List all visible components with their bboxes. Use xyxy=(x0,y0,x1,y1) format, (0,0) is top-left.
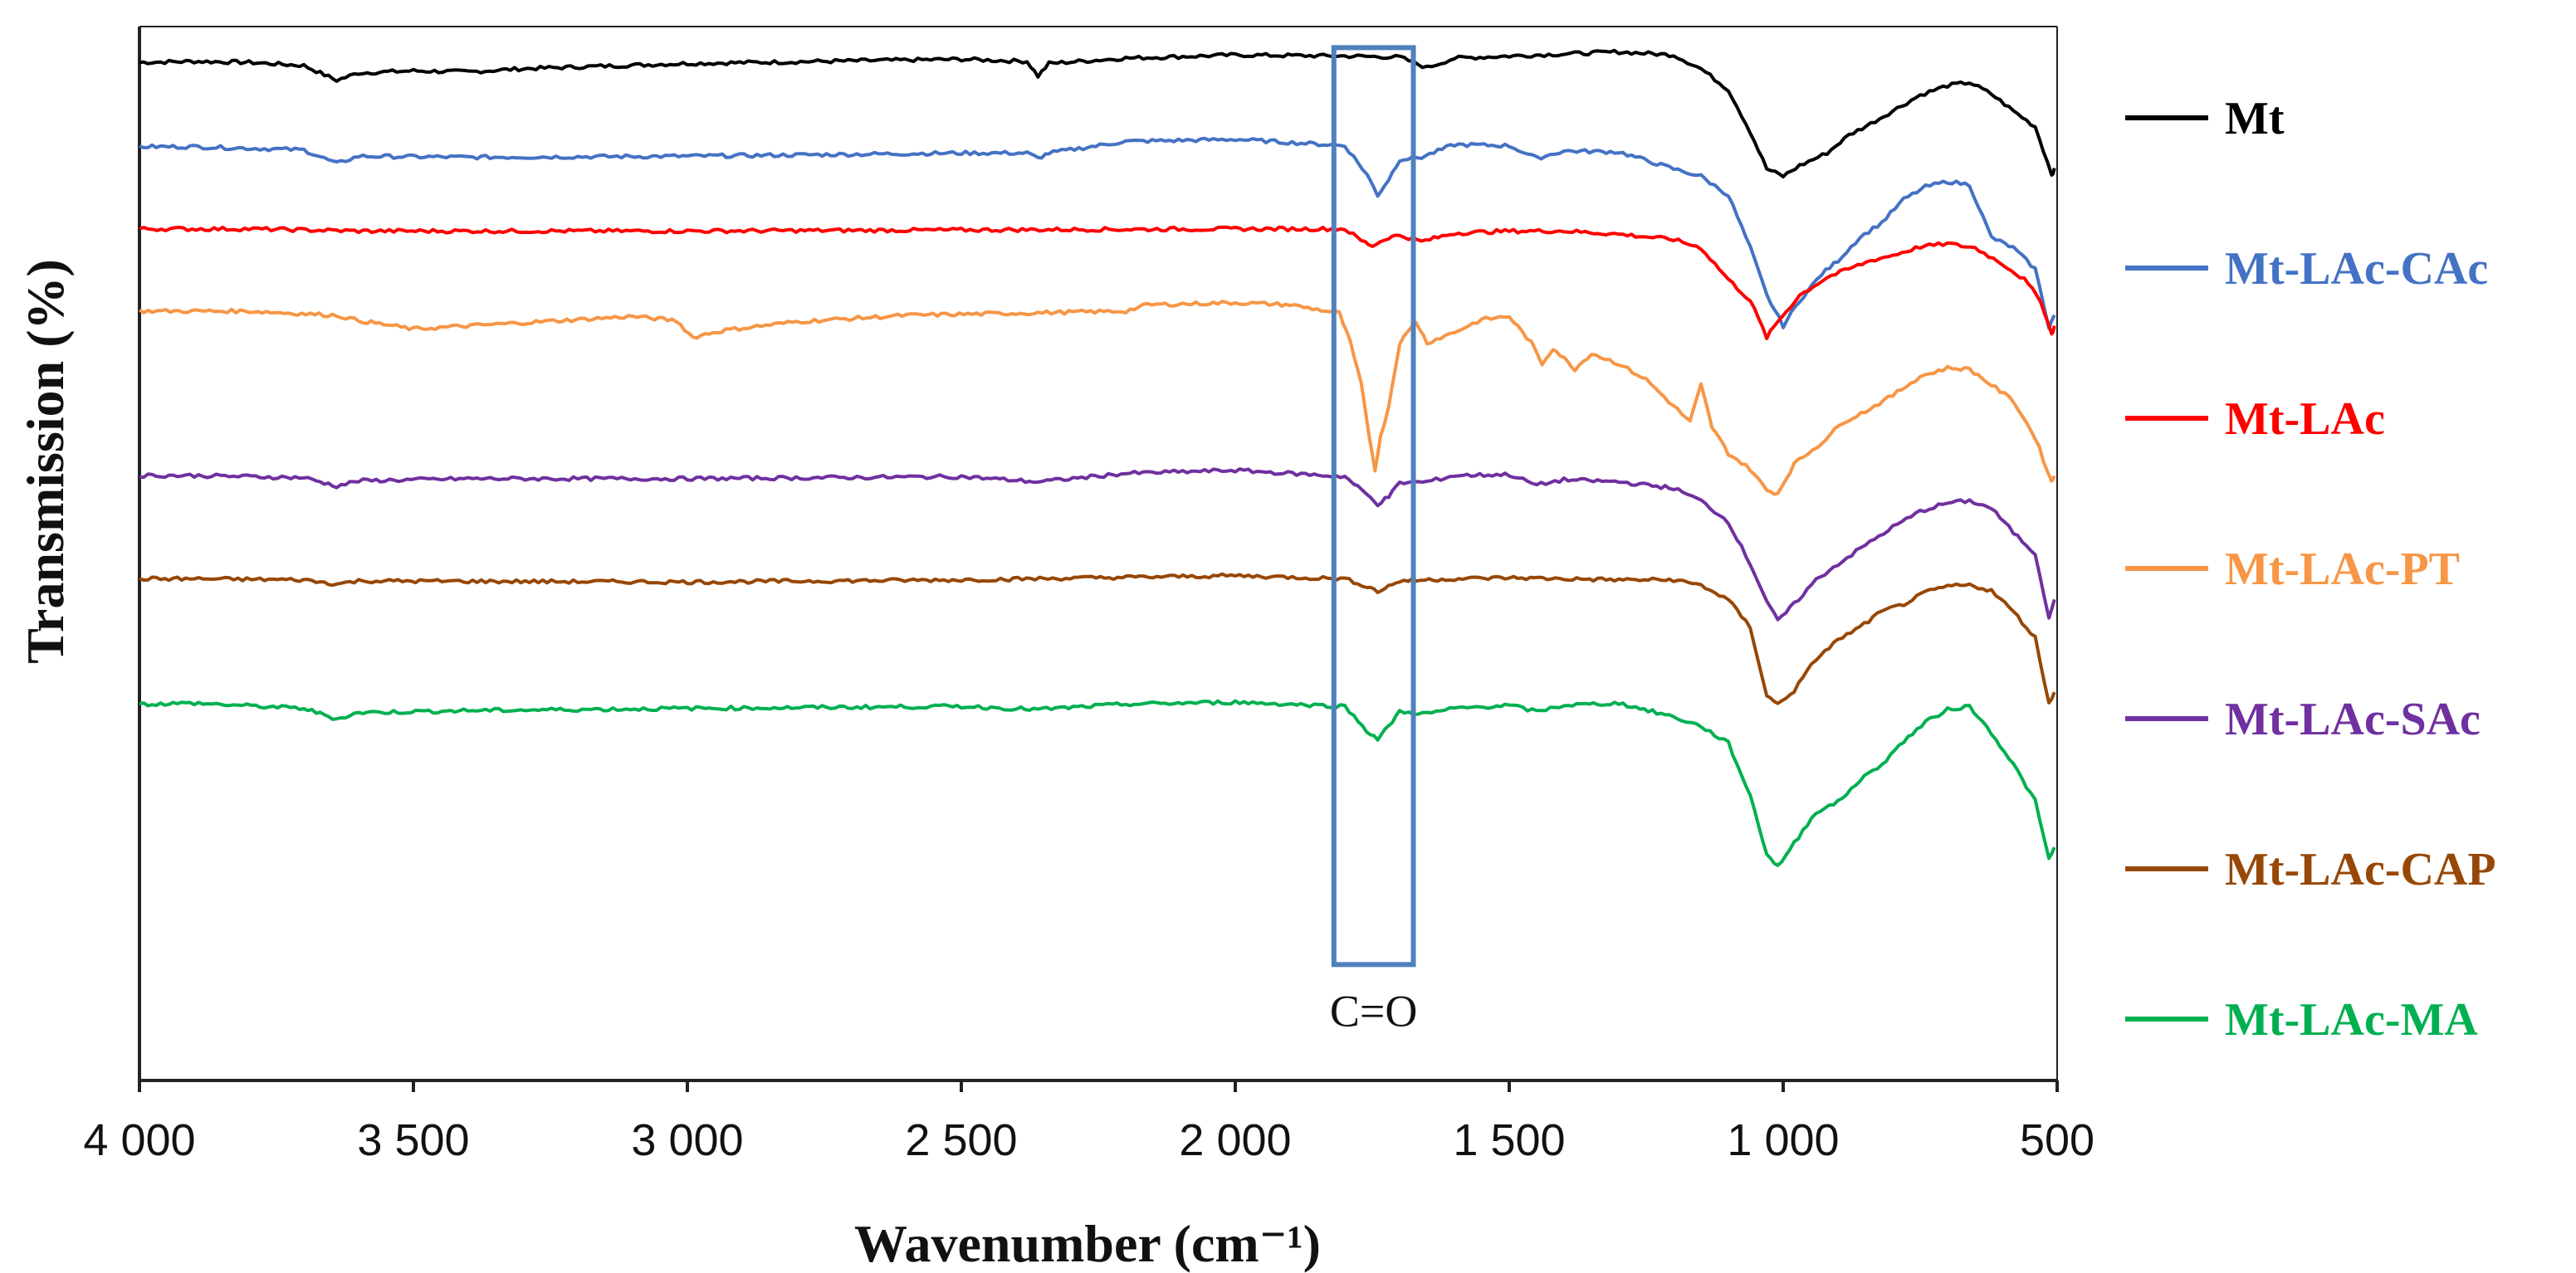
x-tick-label: 1 500 xyxy=(1453,1115,1565,1165)
plot-area xyxy=(138,26,2058,1082)
y-axis-title: Transmission (%) xyxy=(16,259,75,664)
legend-label: Mt-LAc-PT xyxy=(2225,544,2460,595)
legend-label: Mt-LAc-CAP xyxy=(2225,844,2496,895)
series-line-mt xyxy=(139,48,2056,178)
x-tick-label: 3 500 xyxy=(357,1115,469,1165)
series-line-mt-lac-sac xyxy=(139,467,2056,622)
x-tick-label: 2 000 xyxy=(1179,1115,1291,1165)
x-tick-label: 500 xyxy=(2020,1115,2095,1165)
legend: Mt Mt-LAc-CAc Mt-LAc Mt-LAc-PT Mt-LAc-SAc Mt-… xyxy=(2125,93,2496,1046)
x-tick-labels: 4 000 3 500 3 000 2 500 2 000 1 500 1 000 500 xyxy=(83,1080,2095,1165)
x-axis-title: Wavenumber (cm⁻¹) xyxy=(854,1214,1321,1273)
annotation-layer: C=O xyxy=(1330,45,1417,1036)
x-tick-label: 4 000 xyxy=(83,1115,195,1165)
series-line-mt-lac-cap xyxy=(139,572,2056,705)
carbonyl-highlight-box xyxy=(1331,45,1416,968)
series-line-mt-lac-ma xyxy=(139,699,2056,867)
series-line-mt-lac xyxy=(139,225,2056,340)
legend-label: Mt-LAc-MA xyxy=(2225,994,2478,1046)
legend-label: Mt-LAc-CAc xyxy=(2225,243,2488,295)
series-line-mt-lac-pt xyxy=(138,300,2056,496)
legend-label: Mt xyxy=(2225,93,2285,144)
x-tick-label: 1 000 xyxy=(1727,1115,1839,1165)
carbonyl-label: C=O xyxy=(1330,986,1417,1036)
series-line-mt-lac-cac xyxy=(139,136,2056,330)
x-tick-label: 3 000 xyxy=(631,1115,743,1165)
legend-label: Mt-LAc-SAc xyxy=(2225,694,2481,745)
x-tick-label: 2 500 xyxy=(905,1115,1017,1165)
legend-label: Mt-LAc xyxy=(2225,393,2385,445)
series-layer xyxy=(138,48,2056,867)
